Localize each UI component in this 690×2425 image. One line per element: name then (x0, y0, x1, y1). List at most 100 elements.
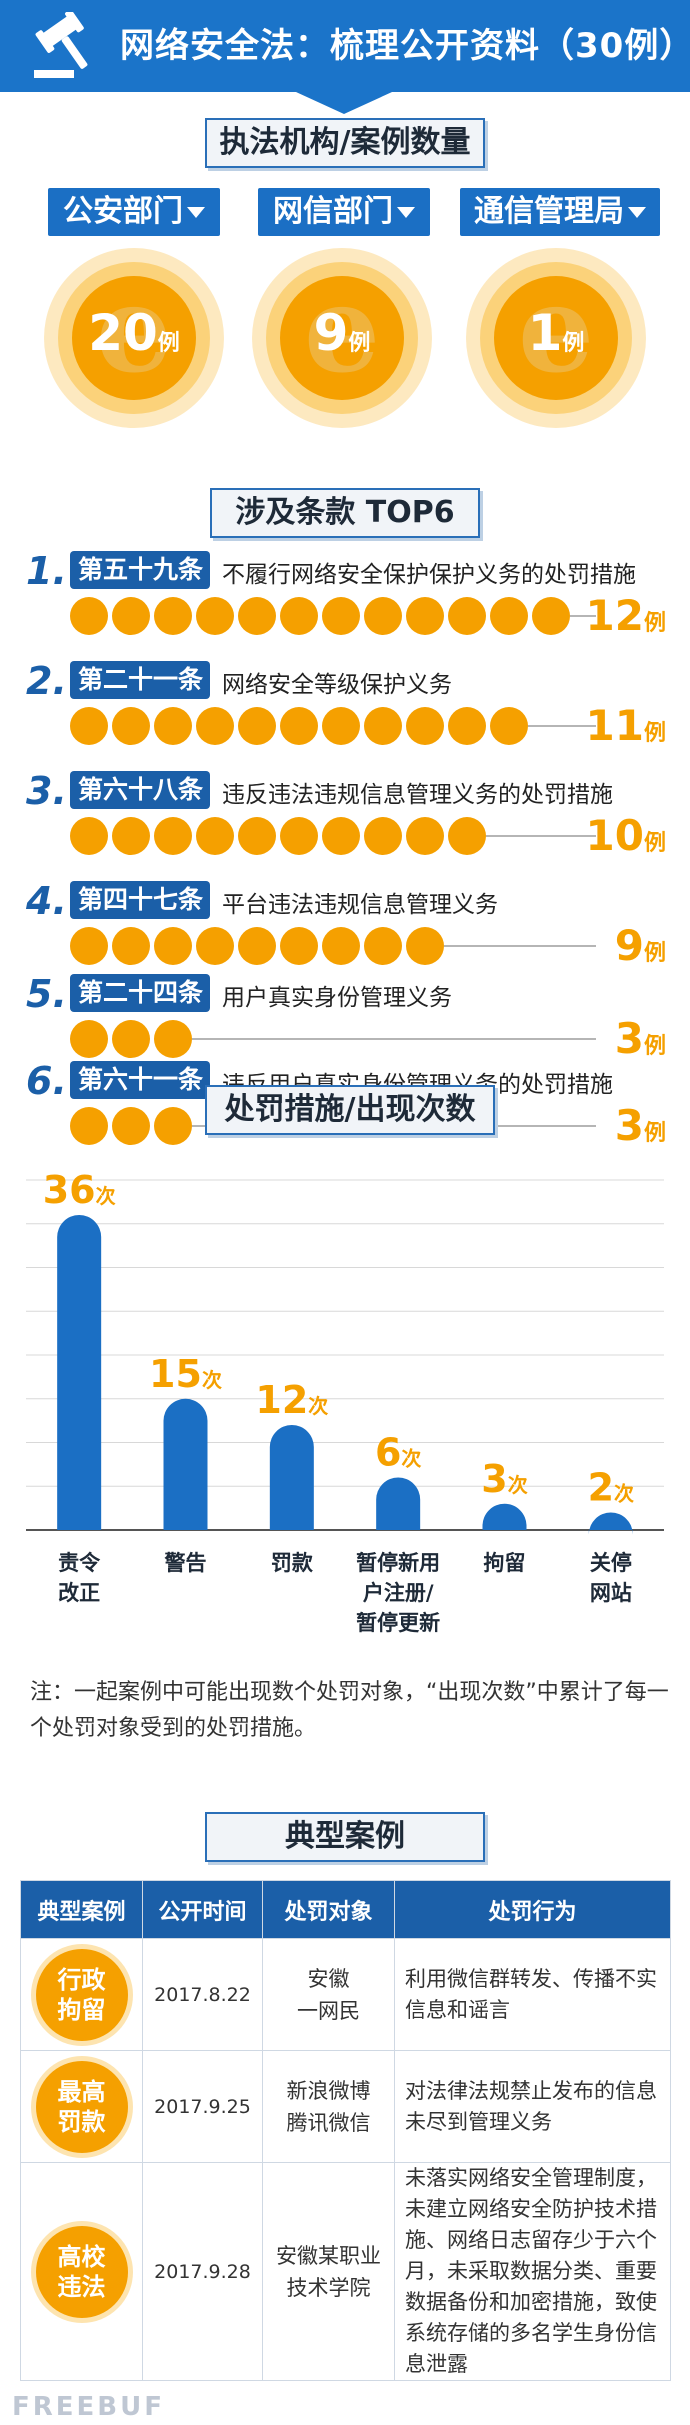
article-badge: 第六十八条 (70, 771, 210, 809)
count-dot (322, 597, 360, 635)
bar (588, 1512, 633, 1535)
chevron-down-icon (628, 207, 646, 218)
rank-number: 4. (26, 879, 67, 923)
count-dot (112, 1107, 150, 1145)
page-title: 网络安全法：梳理公开资料（30例） (120, 26, 690, 66)
count-dot (112, 707, 150, 745)
count-dot (70, 927, 108, 965)
dot-leader-line (192, 1038, 596, 1040)
dot-leader-line (528, 725, 596, 727)
article-description: 不履行网络安全保护保护义务的处罚措施 (222, 562, 636, 588)
count-dot (280, 597, 318, 635)
footnote: 注：一起案例中可能出现数个处罚对象，“出现次数”中累计了每一个处罚对象受到的处罚… (30, 1680, 669, 1741)
category-label: 拘留 (484, 1551, 526, 1575)
count-dot (154, 597, 192, 635)
count-dot (364, 927, 402, 965)
banner-arrow (296, 92, 392, 114)
case-date: 2017.9.25 (142, 2050, 263, 2163)
article-count: 10例 (585, 811, 666, 860)
agency-circle-police: e 20例 (44, 248, 224, 428)
case-type-badge: 最高 罚款 (35, 2060, 128, 2153)
dot-leader-line (444, 945, 596, 947)
list-item: 4. 第四十七条 平台违法违规信息管理义务 9例 (26, 875, 666, 975)
count-dot (280, 927, 318, 965)
bar-value-label: 12次 (255, 1378, 328, 1422)
rank-number: 5. (26, 972, 67, 1016)
case-target: 新浪微博 腾讯微信 (262, 2050, 395, 2163)
agency-unit: 例 (348, 331, 371, 356)
list-item: 2. 第二十一条 网络安全等级保护义务 11例 (26, 655, 666, 755)
agency-label-telecom: 通信管理局 (460, 188, 660, 236)
article-badge: 第二十一条 (70, 661, 210, 699)
article-count: 9例 (614, 921, 666, 970)
list-item: 1. 第五十九条 不履行网络安全保护保护义务的处罚措施 12例 (26, 545, 666, 645)
rank-number: 3. (26, 769, 67, 813)
chart-title: 处罚措施/出现次数 (205, 1085, 495, 1135)
bar-value-label: 2次 (588, 1466, 634, 1510)
rank-number: 6. (26, 1059, 67, 1103)
count-dot (196, 597, 234, 635)
count-dot (280, 707, 318, 745)
count-dot (406, 597, 444, 635)
case-action: 对法律法规禁止发布的信息未尽到管理义务 (394, 2050, 671, 2163)
e-logo-icon: e (95, 276, 173, 400)
e-logo-icon: e (517, 276, 595, 400)
agency-unit: 例 (562, 331, 585, 356)
count-dot (364, 817, 402, 855)
count-dot (238, 817, 276, 855)
column-header: 公开时间 (142, 1880, 263, 1939)
bar (269, 1425, 314, 1530)
column-header: 处罚行为 (394, 1880, 671, 1939)
count-dot (154, 817, 192, 855)
article-count: 11例 (585, 701, 666, 750)
category-label: 警告 (164, 1551, 207, 1575)
count-dot (448, 597, 486, 635)
agency-count: 20 (88, 304, 158, 362)
article-description: 用户真实身份管理义务 (222, 985, 452, 1011)
bar-value-label: 3次 (481, 1457, 527, 1501)
table-row: 高校 违法 2017.9.28 安徽某职业 技术学院 未落实网络安全管理制度，未… (20, 2162, 671, 2381)
rank-number: 2. (26, 659, 67, 703)
bar-value-label: 6次 (375, 1431, 421, 1475)
count-dot (364, 707, 402, 745)
article-count: 3例 (614, 1101, 666, 1150)
column-header: 处罚对象 (262, 1880, 395, 1939)
article-badge: 第六十一条 (70, 1061, 210, 1099)
count-dot (112, 927, 150, 965)
watermark: FREEBUF (12, 2392, 165, 2422)
top6-title: 涉及条款 TOP6 (210, 488, 480, 538)
count-dot (196, 817, 234, 855)
case-date: 2017.9.28 (142, 2162, 263, 2381)
case-target: 安徽 一网民 (262, 1938, 395, 2051)
bar (376, 1477, 421, 1530)
list-item: 3. 第六十八条 违反违法违规信息管理义务的处罚措施 10例 (26, 765, 666, 865)
count-dot (364, 597, 402, 635)
count-dot (490, 707, 528, 745)
header-banner: 网络安全法：梳理公开资料（30例） (0, 0, 690, 92)
cases-table: 典型案例 公开时间 处罚对象 处罚行为 行政 拘留 2017.8.22 安徽 一… (20, 1880, 671, 2381)
rank-number: 1. (26, 549, 67, 593)
case-target: 安徽某职业 技术学院 (262, 2162, 395, 2381)
count-dot (154, 1020, 192, 1058)
count-dot (154, 927, 192, 965)
count-dot (322, 927, 360, 965)
agencies-title: 执法机构/案例数量 (205, 118, 485, 168)
count-dot (238, 707, 276, 745)
cases-title: 典型案例 (205, 1812, 485, 1862)
count-dot (112, 1020, 150, 1058)
count-dot (196, 707, 234, 745)
count-dot (532, 597, 570, 635)
count-dot (70, 597, 108, 635)
gavel-icon (34, 12, 88, 78)
article-badge: 第四十七条 (70, 881, 210, 919)
count-dot (70, 707, 108, 745)
case-type-badge: 行政 拘留 (35, 1948, 128, 2041)
count-dot (322, 817, 360, 855)
agency-circle-cac: e 9例 (252, 248, 432, 428)
agency-unit: 例 (157, 331, 180, 356)
table-header-row: 典型案例 公开时间 处罚对象 处罚行为 (20, 1880, 671, 1939)
count-dot (238, 927, 276, 965)
bar (57, 1215, 102, 1530)
agency-label-police: 公安部门 (48, 188, 220, 236)
